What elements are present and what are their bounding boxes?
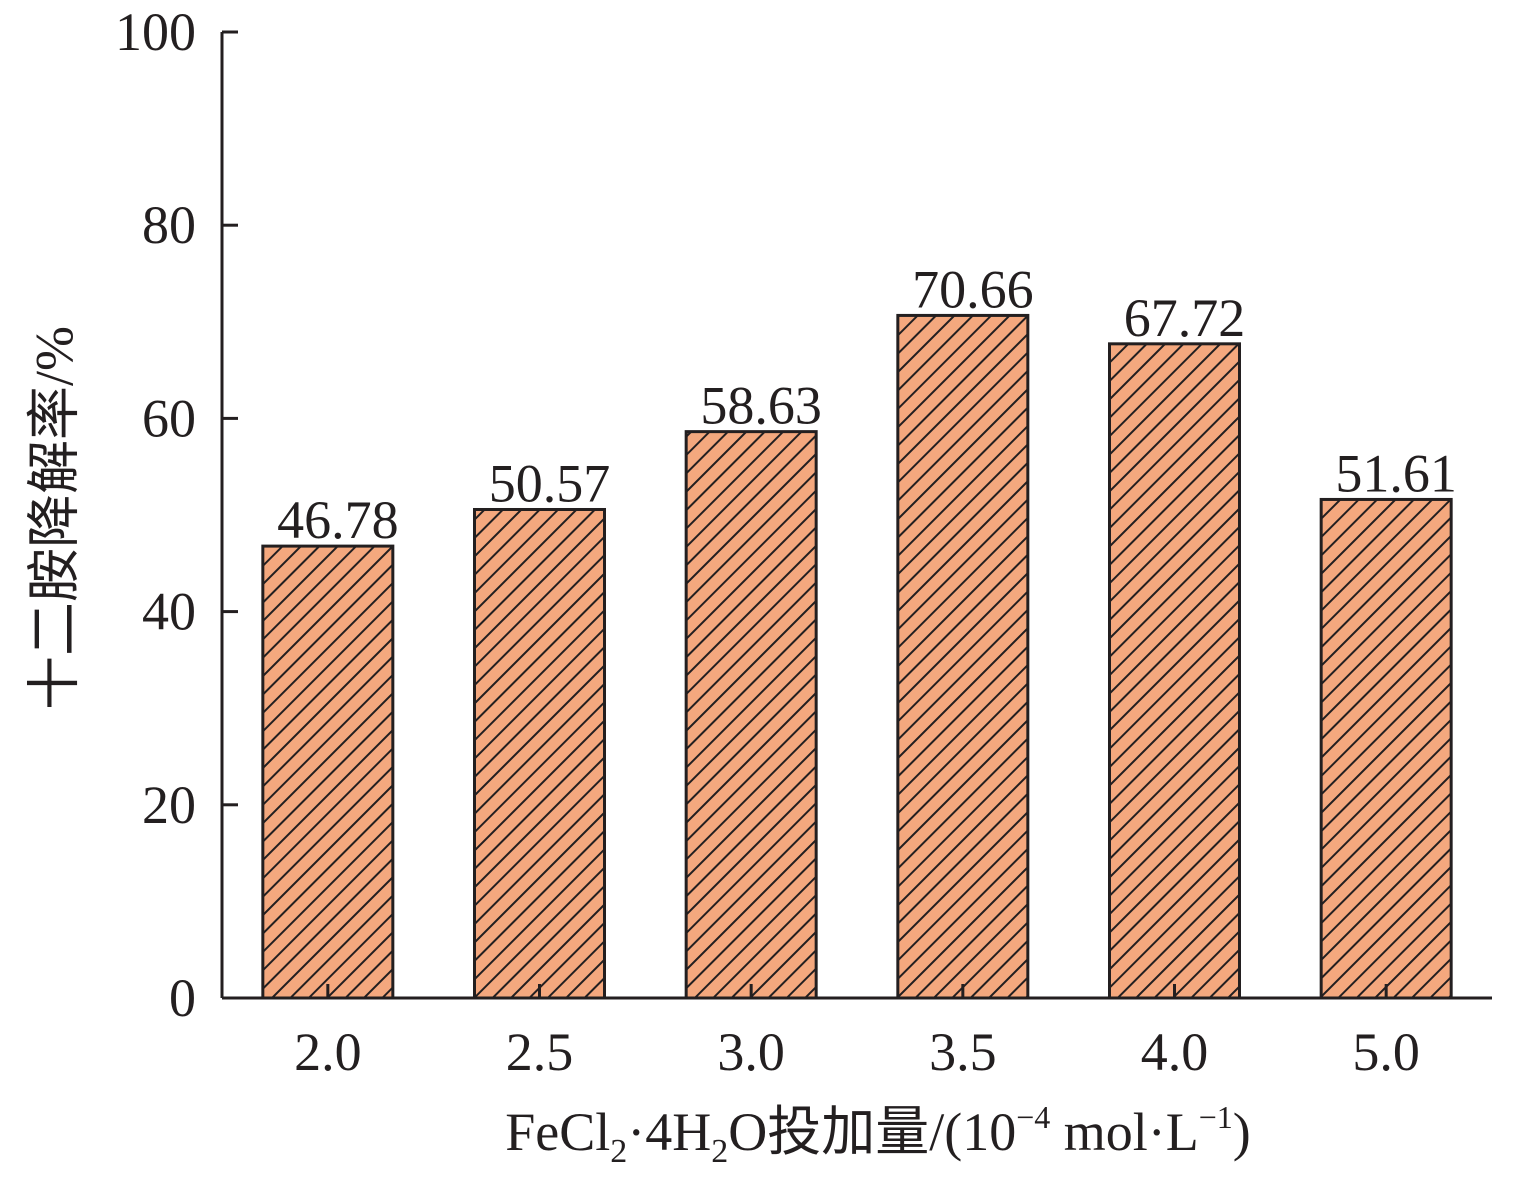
x-title-part4: mol·L xyxy=(1050,1102,1198,1162)
value-label-2.5: 50.57 xyxy=(489,453,611,513)
x-axis-title: FeCl2·4H2O投加量/(10−4 mol·L−1) xyxy=(505,1099,1251,1170)
bar-2.0 xyxy=(261,544,395,1000)
value-label-3.5: 70.66 xyxy=(912,259,1034,319)
x-tick-label-4.0: 4.0 xyxy=(1141,1022,1209,1082)
y-axis-title: 十二胺降解率/% xyxy=(24,326,84,710)
bar-3.5 xyxy=(896,313,1030,1000)
y-tick-label-100: 100 xyxy=(115,2,196,62)
y-tick-label-80: 80 xyxy=(142,195,196,255)
x-ticks: 2.0 2.5 3.0 3.5 4.0 5.0 xyxy=(294,984,1420,1082)
value-label-3.0: 58.63 xyxy=(700,376,822,436)
y-tick-label-20: 20 xyxy=(142,775,196,835)
x-tick-label-3.5: 3.5 xyxy=(929,1022,997,1082)
bar-3.0 xyxy=(684,430,818,1000)
y-tick-label-0: 0 xyxy=(169,968,196,1028)
bar-4.0 xyxy=(1108,342,1241,1000)
x-title-sup1: −4 xyxy=(1016,1099,1050,1135)
axes: 0 20 40 60 80 100 2.0 2.5 3.0 3.5 4.0 5.0 xyxy=(115,2,1492,1082)
x-title-part5: ) xyxy=(1233,1102,1251,1162)
x-title-part1: FeCl xyxy=(505,1102,610,1162)
x-tick-label-2.5: 2.5 xyxy=(506,1022,574,1082)
x-tick-label-2.0: 2.0 xyxy=(294,1022,362,1082)
value-labels: 46.78 50.57 58.63 70.66 67.72 51.61 xyxy=(277,259,1457,550)
x-title-part2: ·4H xyxy=(627,1102,711,1162)
x-tick-label-3.0: 3.0 xyxy=(717,1022,785,1082)
value-label-2.0: 46.78 xyxy=(277,490,399,550)
y-ticks: 0 20 40 60 80 100 xyxy=(115,2,238,1028)
x-title-part3: O投加量/(10 xyxy=(728,1102,1016,1162)
x-title-sup2: −1 xyxy=(1199,1099,1233,1135)
y-tick-label-60: 60 xyxy=(142,388,196,448)
bars xyxy=(261,313,1453,1000)
bar-5.0 xyxy=(1319,497,1453,1000)
x-tick-label-5.0: 5.0 xyxy=(1352,1022,1420,1082)
bar-2.5 xyxy=(473,507,606,1000)
y-tick-label-40: 40 xyxy=(142,582,196,642)
value-label-5.0: 51.61 xyxy=(1335,443,1457,503)
x-title-sub1: 2 xyxy=(610,1133,627,1170)
x-title-sub2: 2 xyxy=(711,1133,728,1170)
value-label-4.0: 67.72 xyxy=(1124,288,1246,348)
